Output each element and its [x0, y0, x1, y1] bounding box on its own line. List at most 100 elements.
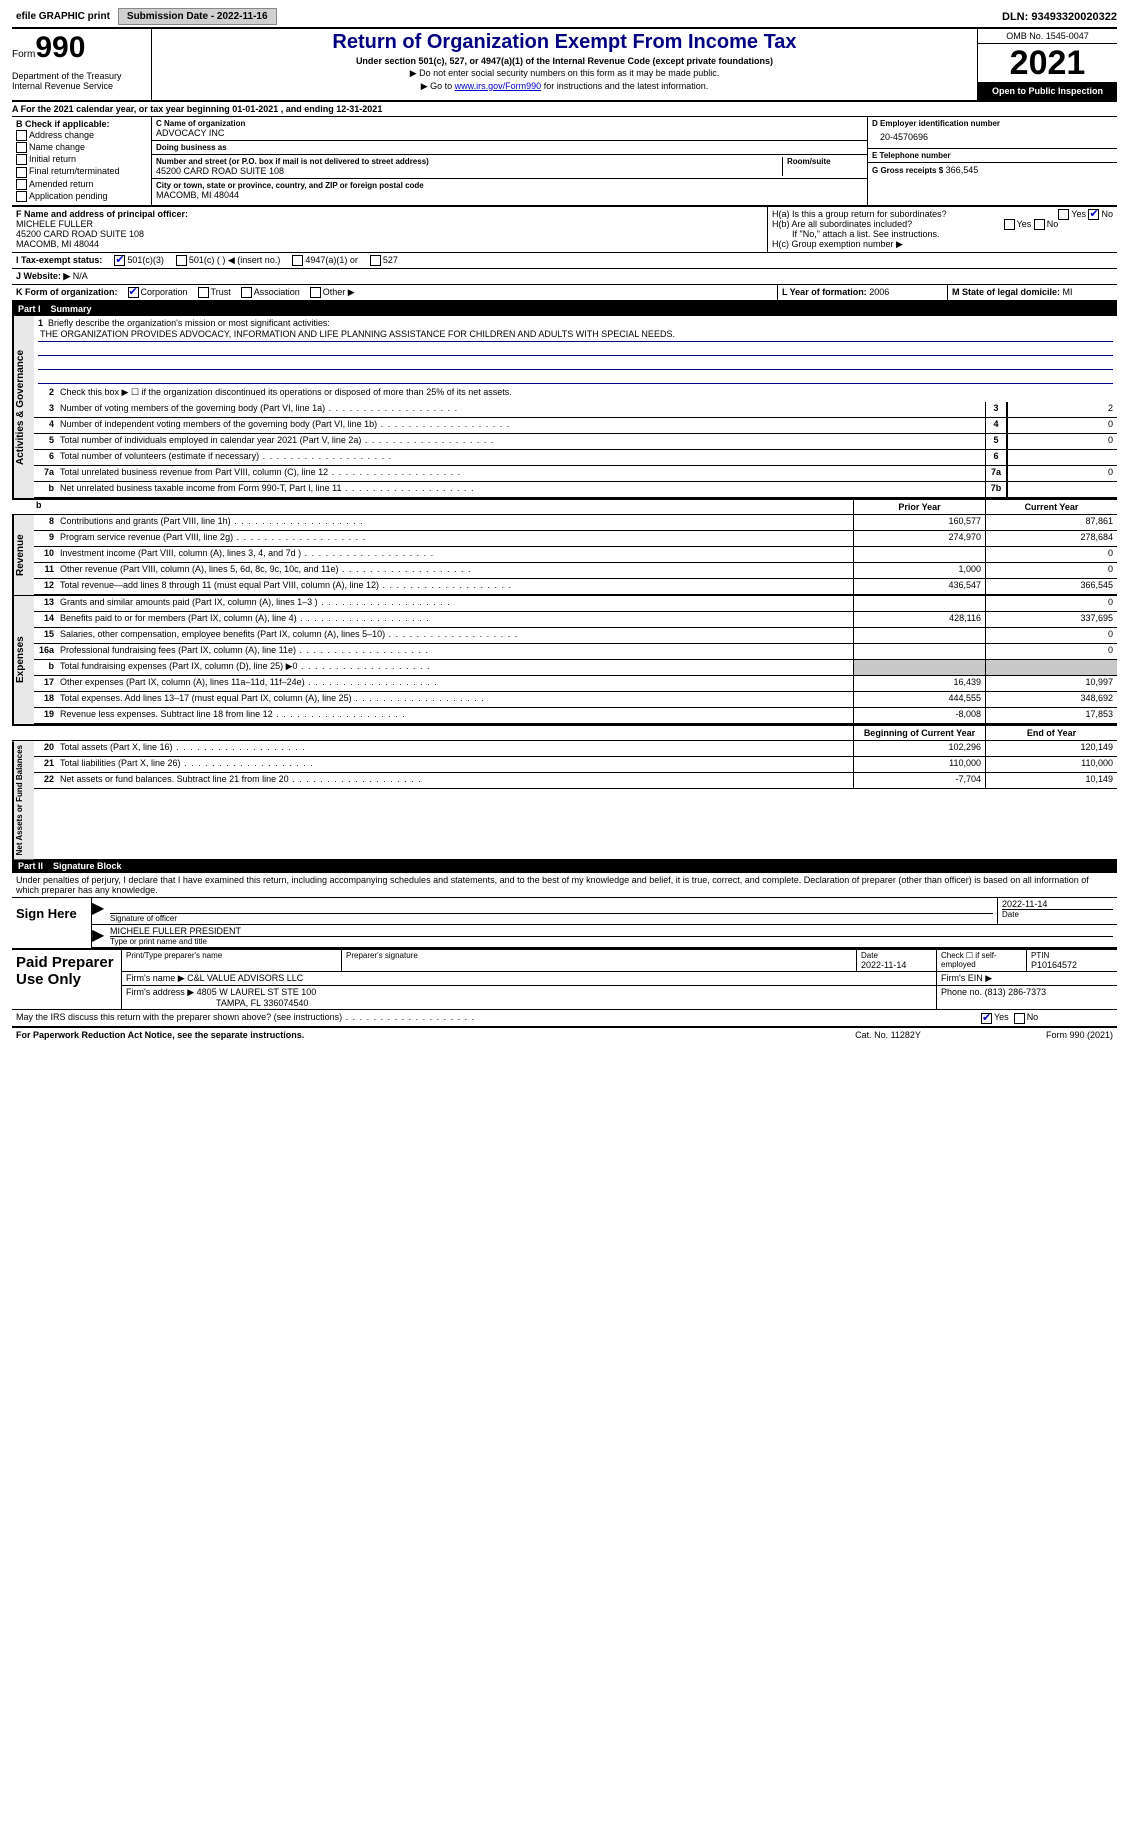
officer-signature[interactable]: [110, 899, 993, 913]
officer-addr2: MACOMB, MI 48044: [16, 239, 763, 249]
website-label: J Website: ▶: [16, 271, 70, 281]
data-line: 17Other expenses (Part IX, column (A), l…: [34, 676, 1117, 692]
data-line: 12Total revenue—add lines 8 through 11 (…: [34, 579, 1117, 595]
ha-yes[interactable]: [1058, 209, 1069, 220]
prep-sig-label: Preparer's signature: [346, 951, 852, 960]
opt-501c: 501(c) ( ) ◀ (insert no.): [189, 255, 280, 265]
ck-assoc[interactable]: [241, 287, 252, 298]
vtab-expenses: Expenses: [12, 596, 34, 724]
data-line: 9Program service revenue (Part VIII, lin…: [34, 531, 1117, 547]
hb-label: H(b) Are all subordinates included?: [772, 219, 912, 229]
tax-year: 2021: [978, 44, 1117, 82]
hb-no[interactable]: [1034, 219, 1045, 230]
irs-link[interactable]: www.irs.gov/Form990: [455, 81, 542, 91]
year-formation-value: 2006: [869, 287, 889, 297]
hb-note: If "No," attach a list. See instructions…: [772, 229, 1113, 239]
officer-sig-label: Signature of officer: [110, 913, 993, 923]
firm-addr1: 4805 W LAUREL ST STE 100: [197, 987, 317, 997]
gov-line: 7aTotal unrelated business revenue from …: [34, 466, 1117, 482]
city-value: MACOMB, MI 48044: [156, 190, 863, 200]
form-note2: ▶ Go to www.irs.gov/Form990 for instruct…: [158, 81, 971, 92]
line2-text: Check this box ▶ ☐ if the organization d…: [56, 386, 1117, 402]
ck-4947[interactable]: [292, 255, 303, 266]
ein-value: 20-4570696: [872, 128, 1113, 146]
ha-no[interactable]: [1088, 209, 1099, 220]
part2-header: Part II Signature Block: [12, 859, 1117, 873]
gov-line: 3Number of voting members of the governi…: [34, 402, 1117, 418]
ck-other[interactable]: [310, 287, 321, 298]
ck-trust[interactable]: [198, 287, 209, 298]
firm-phone: (813) 286-7373: [985, 987, 1047, 997]
opt-527: 527: [383, 255, 398, 265]
col-b: B Check if applicable: Address change Na…: [12, 117, 152, 205]
arrow-icon: ▶: [92, 925, 106, 947]
prep-name-label: Print/Type preparer's name: [126, 951, 337, 960]
col-end: End of Year: [985, 726, 1117, 740]
sign-here-block: Sign Here ▶ Signature of officer 2022-11…: [12, 898, 1117, 948]
gov-line: 4Number of independent voting members of…: [34, 418, 1117, 434]
ptin-label: PTIN: [1031, 951, 1113, 960]
mission-blank2: [38, 356, 1113, 370]
may-discuss-row: May the IRS discuss this return with the…: [12, 1009, 1117, 1026]
data-line: 20Total assets (Part X, line 16)102,2961…: [34, 741, 1117, 757]
col-begin: Beginning of Current Year: [853, 726, 985, 740]
revenue-header-row: b Prior Year Current Year: [12, 498, 1117, 515]
ck-501c[interactable]: [176, 255, 187, 266]
ck-501c3[interactable]: [114, 255, 125, 266]
tax-status-label: I Tax-exempt status:: [16, 255, 102, 265]
data-line: 11Other revenue (Part VIII, column (A), …: [34, 563, 1117, 579]
note2-pre: ▶ Go to: [421, 81, 455, 91]
check-name-change[interactable]: Name change: [16, 142, 147, 153]
check-address-change[interactable]: Address change: [16, 130, 147, 141]
data-line: 19Revenue less expenses. Subtract line 1…: [34, 708, 1117, 724]
col-c: C Name of organization ADVOCACY INC Doin…: [152, 117, 867, 205]
vtab-revenue: Revenue: [12, 515, 34, 595]
officer-label: F Name and address of principal officer:: [16, 209, 763, 219]
data-line: 15Salaries, other compensation, employee…: [34, 628, 1117, 644]
firm-phone-label: Phone no.: [941, 987, 982, 997]
hb-yes[interactable]: [1004, 219, 1015, 230]
part2-num: Part II: [18, 861, 43, 871]
sig-date: 2022-11-14: [1002, 899, 1113, 909]
officer-addr1: 45200 CARD ROAD SUITE 108: [16, 229, 763, 239]
website-value: N/A: [73, 271, 88, 281]
row-h: H(a) Is this a group return for subordin…: [767, 207, 1117, 252]
state-domicile-label: M State of legal domicile:: [952, 287, 1060, 297]
gross-value: 366,545: [946, 165, 979, 175]
opt-corp: Corporation: [141, 287, 188, 297]
data-line: 21Total liabilities (Part X, line 26)110…: [34, 757, 1117, 773]
check-final-return[interactable]: Final return/terminated: [16, 166, 147, 177]
vtab-governance: Activities & Governance: [12, 316, 34, 498]
form-note1: ▶ Do not enter social security numbers o…: [158, 68, 971, 79]
may-yes[interactable]: [981, 1013, 992, 1024]
department-label: Department of the Treasury Internal Reve…: [12, 71, 147, 91]
ck-527[interactable]: [370, 255, 381, 266]
note2-post: for instructions and the latest informat…: [541, 81, 708, 91]
section-netassets: Net Assets or Fund Balances 20Total asse…: [12, 741, 1117, 859]
prep-selfemp[interactable]: Check ☐ if self-employed: [937, 950, 1027, 971]
year-formation-label: L Year of formation:: [782, 287, 867, 297]
col-prior: Prior Year: [853, 500, 985, 514]
gross-label: G Gross receipts $: [872, 166, 943, 175]
city-label: City or town, state or province, country…: [156, 181, 863, 190]
check-application-pending[interactable]: Application pending: [16, 191, 147, 202]
data-line: 18Total expenses. Add lines 13–17 (must …: [34, 692, 1117, 708]
check-initial-return[interactable]: Initial return: [16, 154, 147, 165]
phone-label: E Telephone number: [872, 151, 1113, 160]
opt-other: Other ▶: [323, 287, 355, 297]
may-no[interactable]: [1014, 1013, 1025, 1024]
submission-date-button[interactable]: Submission Date - 2022-11-16: [118, 8, 277, 25]
sign-here-label: Sign Here: [12, 898, 92, 948]
opt-trust: Trust: [211, 287, 231, 297]
data-line: 22Net assets or fund balances. Subtract …: [34, 773, 1117, 789]
vtab-netassets: Net Assets or Fund Balances: [12, 741, 34, 859]
row-i: I Tax-exempt status: 501(c)(3) 501(c) ( …: [12, 253, 1117, 269]
check-amended-return[interactable]: Amended return: [16, 179, 147, 190]
ck-corp[interactable]: [128, 287, 139, 298]
ein-label: D Employer identification number: [872, 119, 1113, 128]
part1-num: Part I: [18, 304, 41, 314]
org-name-label: C Name of organization: [156, 119, 863, 128]
header-middle: Return of Organization Exempt From Incom…: [152, 29, 977, 100]
data-line: 10Investment income (Part VIII, column (…: [34, 547, 1117, 563]
ptin-value: P10164572: [1031, 960, 1113, 970]
